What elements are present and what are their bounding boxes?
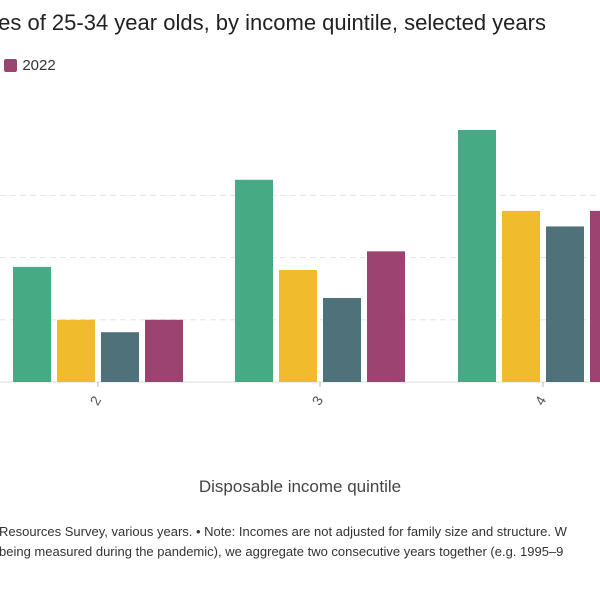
- bar[interactable]: [323, 298, 361, 382]
- bar[interactable]: [546, 226, 584, 382]
- bar[interactable]: [57, 319, 95, 382]
- bar[interactable]: [458, 130, 496, 382]
- bar[interactable]: [502, 210, 540, 382]
- x-tick-label: 4: [532, 393, 550, 408]
- bar[interactable]: [279, 270, 317, 382]
- bar[interactable]: [235, 179, 273, 382]
- x-tick-label: 2: [87, 393, 105, 408]
- chart-title: tes of 25-34 year olds, by income quinti…: [0, 10, 546, 35]
- x-tick-label: 3: [309, 393, 327, 408]
- legend-label: 2022: [22, 57, 56, 74]
- legend-swatch-2022: [4, 59, 18, 72]
- footnote: Resources Survey, various years. • Note:…: [0, 522, 567, 562]
- footnote-line-2: being measured during the pandemic), we …: [0, 544, 564, 559]
- legend: 6 2022: [0, 57, 62, 74]
- legend-item-2022[interactable]: 2022: [4, 57, 56, 74]
- x-axis-title: Disposable income quintile: [198, 477, 402, 496]
- bar[interactable]: [13, 266, 51, 382]
- bar[interactable]: [590, 210, 600, 382]
- footnote-line-1: Resources Survey, various years. • Note:…: [0, 524, 567, 539]
- bar[interactable]: [145, 319, 183, 382]
- bar[interactable]: [101, 332, 139, 382]
- bar[interactable]: [367, 251, 405, 382]
